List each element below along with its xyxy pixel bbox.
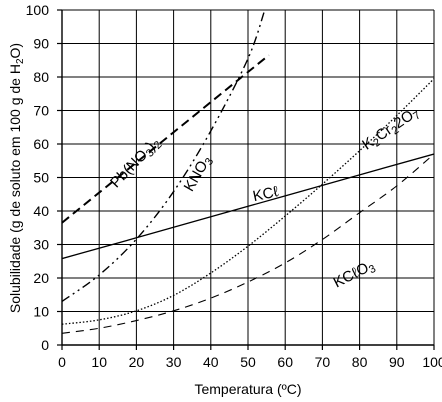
y-tick-label: 20 <box>33 270 49 286</box>
y-tick-label: 30 <box>33 237 49 253</box>
x-tick-label: 40 <box>203 354 219 370</box>
series-line-pb <box>62 54 270 224</box>
y-tick-label: 50 <box>33 170 49 186</box>
x-axis-title: Temperatura (ºC) <box>194 381 301 397</box>
x-tick-label: 90 <box>389 354 405 370</box>
y-tick-label: 60 <box>33 136 49 152</box>
x-tick-label: 50 <box>240 354 256 370</box>
x-tick-label: 10 <box>91 354 107 370</box>
y-tick-label: 80 <box>33 69 49 85</box>
y-tick-label: 0 <box>41 337 49 353</box>
series-label-k2cr2o7: K2Cr22O7 <box>359 104 423 155</box>
y-tick-label: 90 <box>33 36 49 52</box>
series-label-pb: Pb(NO3)2 <box>107 134 164 192</box>
x-tick-label: 30 <box>166 354 182 370</box>
series-line-kno3 <box>62 10 266 303</box>
x-tick-label: 60 <box>277 354 293 370</box>
chart-axes: 0 10 20 30 40 50 60 70 80 90 100 0 10 20 30 40 50 60 70 80 9… <box>26 2 442 370</box>
series-label-kclo3: KCℓO3 <box>331 257 378 293</box>
x-tick-label: 70 <box>315 354 331 370</box>
y-tick-label: 70 <box>33 103 49 119</box>
series-line-kclo3 <box>62 153 434 334</box>
x-tick-label: 0 <box>58 354 66 370</box>
y-tick-label: 40 <box>33 203 49 219</box>
x-tick-label: 80 <box>352 354 368 370</box>
x-tick-label: 100 <box>422 354 442 370</box>
x-tick-label: 20 <box>129 354 145 370</box>
series-line-kcl <box>62 153 434 260</box>
y-axis-title: Solubilidade (g de soluto em 100 g de H2… <box>7 43 26 313</box>
chart-series <box>62 10 434 334</box>
y-tick-label: 10 <box>33 304 49 320</box>
y-tick-label: 100 <box>26 2 50 18</box>
series-label-kcl: KCℓ <box>251 183 280 205</box>
